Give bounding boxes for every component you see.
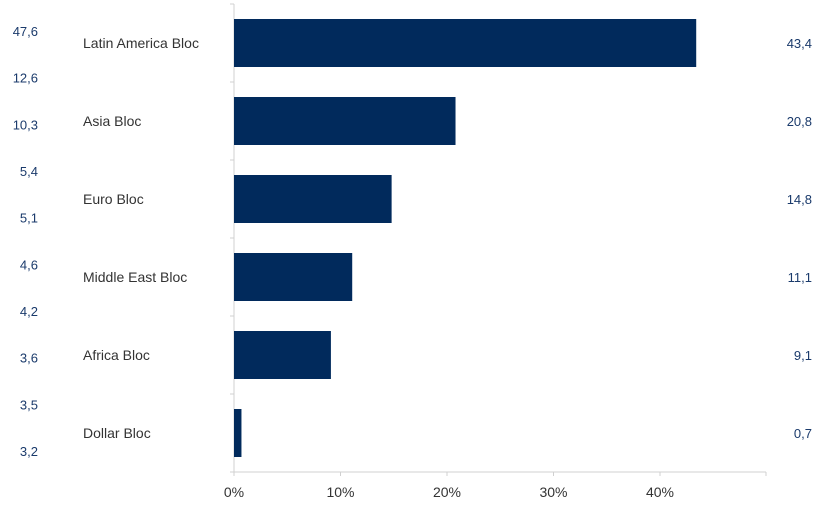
bar	[234, 19, 697, 67]
x-tick-label: 0%	[224, 484, 244, 500]
bar	[234, 409, 242, 457]
category-label: Middle East Bloc	[83, 269, 187, 285]
left-labels: 47,6 12,6 10,3 5,4 5,1 4,6 4,2 3,6 3,5 3,2	[13, 24, 38, 459]
category-label: Latin America Bloc	[83, 35, 199, 51]
x-tick-label: 20%	[433, 484, 461, 500]
left-label: 3,2	[20, 444, 38, 459]
bar	[234, 331, 331, 379]
category-label: Dollar Bloc	[83, 425, 151, 441]
value-label: 9,1	[794, 348, 812, 363]
value-label: 11,1	[788, 270, 812, 285]
left-label: 4,6	[20, 257, 38, 272]
left-label: 12,6	[13, 71, 38, 86]
category-labels: Latin America Bloc Asia Bloc Euro Bloc Midd…	[83, 35, 199, 441]
axes	[230, 3, 767, 476]
bar	[234, 175, 392, 223]
value-label: 43,4	[787, 36, 812, 51]
value-labels: 43,4 20,8 14,8 11,1 9,1 0,7	[787, 36, 812, 441]
left-label: 10,3	[13, 117, 38, 132]
left-label: 4,2	[20, 304, 38, 319]
left-label: 3,6	[20, 351, 38, 366]
left-label: 5,4	[20, 164, 38, 179]
x-tick-labels: 0% 10% 20% 30% 40%	[224, 484, 674, 500]
bar	[234, 253, 353, 301]
left-label: 47,6	[13, 24, 38, 39]
category-label: Africa Bloc	[83, 347, 150, 363]
x-tick-label: 10%	[326, 484, 354, 500]
x-tick-label: 40%	[646, 484, 674, 500]
value-label: 14,8	[787, 192, 812, 207]
category-label: Asia Bloc	[83, 113, 141, 129]
bars	[234, 19, 697, 457]
left-label: 3,5	[20, 397, 38, 412]
left-label: 5,1	[20, 211, 38, 226]
value-label: 0,7	[794, 426, 812, 441]
x-tick-label: 30%	[539, 484, 567, 500]
bar	[234, 97, 456, 145]
value-label: 20,8	[787, 114, 812, 129]
category-label: Euro Bloc	[83, 191, 144, 207]
